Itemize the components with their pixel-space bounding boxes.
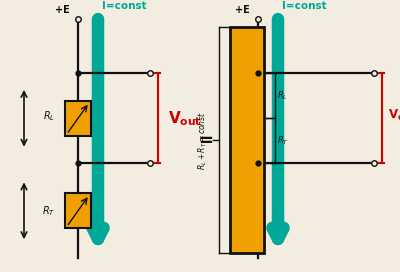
Text: I=const: I=const	[282, 1, 327, 11]
Text: $\mathbf{V_{out}{=}V_{ar}}$: $\mathbf{V_{out}{=}V_{ar}}$	[388, 108, 400, 123]
Text: $\mathbf{V_{out}}$: $\mathbf{V_{out}}$	[168, 109, 202, 128]
Text: I=const: I=const	[102, 1, 147, 11]
Text: $R_L$: $R_L$	[277, 90, 288, 102]
Text: $R_T$: $R_T$	[42, 204, 55, 218]
Bar	[230, 27, 264, 253]
Bar	[65, 101, 91, 136]
Text: +E: +E	[235, 5, 250, 15]
Text: =: =	[198, 132, 214, 150]
Text: +E: +E	[55, 5, 70, 15]
Text: $R_T$: $R_T$	[277, 135, 288, 147]
Bar	[65, 193, 91, 228]
Text: $R_L+R_T{=}const$: $R_L+R_T{=}const$	[197, 111, 210, 169]
Text: $R_L$: $R_L$	[43, 109, 55, 122]
